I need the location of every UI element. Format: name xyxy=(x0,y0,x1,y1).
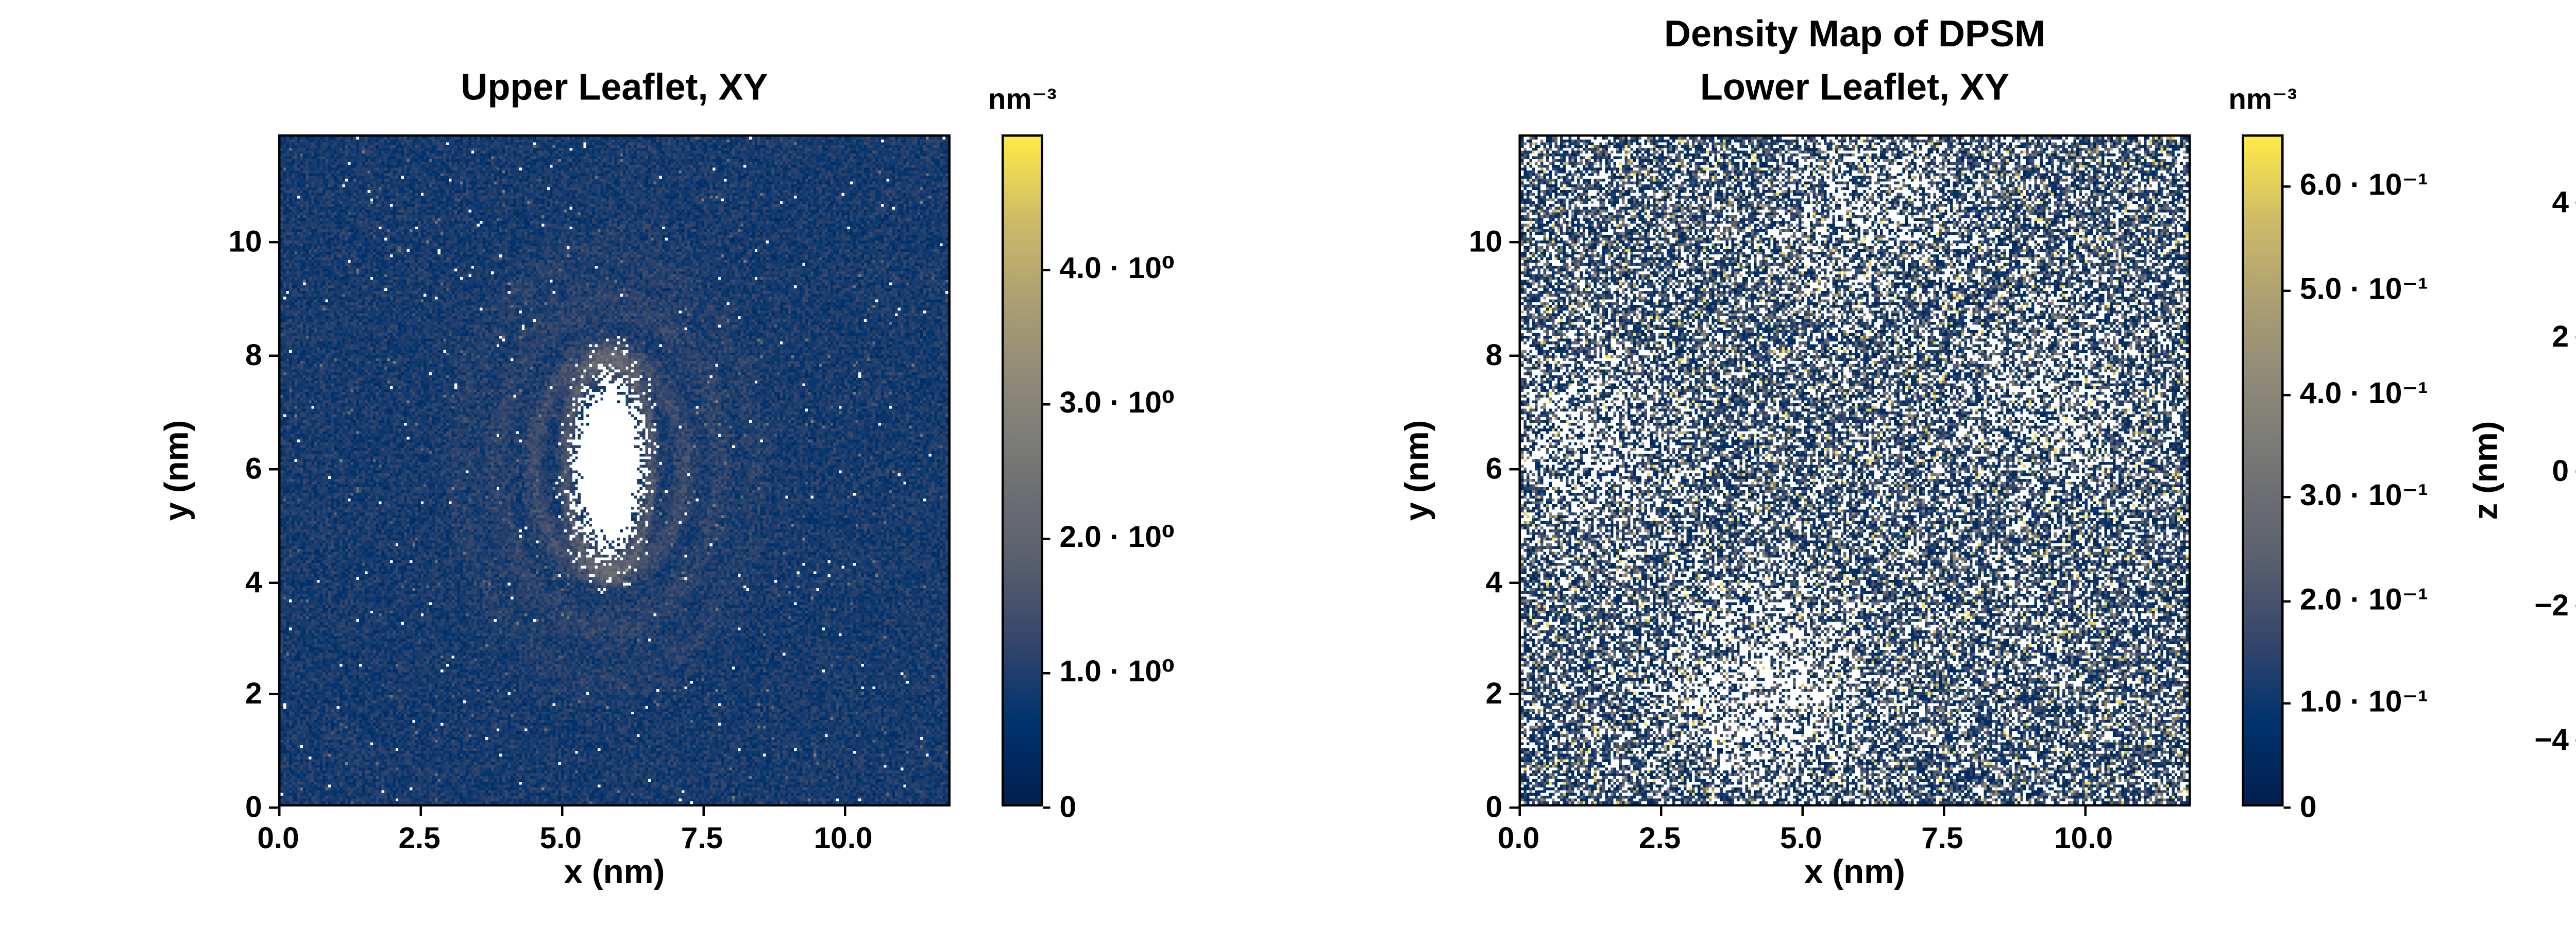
y-tick xyxy=(1509,580,1519,583)
colorbar-tick-label: 3.0 · 10⁻¹ xyxy=(2300,477,2428,513)
x-tick xyxy=(278,806,281,816)
y-tick-label: 4 xyxy=(2552,184,2569,219)
heatmap-canvas-upper-leaflet xyxy=(280,136,948,804)
y-tick xyxy=(269,242,278,244)
y-tick xyxy=(1509,468,1519,470)
colorbar-gradient xyxy=(1004,136,1041,804)
y-axis-label: y (nm) xyxy=(160,420,197,521)
x-axis-label: x (nm) xyxy=(1804,855,1905,892)
colorbar-tick xyxy=(1043,403,1050,406)
y-tick-label: 8 xyxy=(1485,337,1502,372)
y-tick xyxy=(1509,806,1519,809)
heatmap-plot-upper-leaflet xyxy=(278,134,951,806)
colorbar-tick-label: 2.0 · 10⁰ xyxy=(1059,519,1175,554)
x-tick xyxy=(1659,806,1663,816)
heatmap-canvas-lower-leaflet xyxy=(1521,136,2189,804)
y-tick-label: −4 xyxy=(2534,722,2569,757)
y-tick xyxy=(269,468,278,470)
colorbar-tick-label: 0 xyxy=(2300,789,2317,824)
y-tick-label: 2 xyxy=(2552,318,2569,354)
y-tick xyxy=(269,580,278,583)
figure-suptitle: Density Map of DPSM xyxy=(1664,16,2046,56)
colorbar-tick xyxy=(2283,186,2291,188)
colorbar-tick xyxy=(1043,672,1050,675)
x-tick xyxy=(702,806,704,816)
y-tick xyxy=(1509,693,1519,696)
y-tick xyxy=(1509,242,1519,244)
colorbar-unit-label: nm⁻³ xyxy=(2228,83,2297,116)
y-tick xyxy=(269,354,278,357)
colorbar-tick xyxy=(1043,538,1050,540)
x-tick xyxy=(1801,806,1804,816)
x-tick xyxy=(419,806,422,816)
colorbar-tick-label: 1.0 · 10⁻¹ xyxy=(2300,684,2428,719)
x-tick xyxy=(561,806,563,816)
panel-title: Lower Leaflet, XY xyxy=(1700,70,2010,109)
y-tick-label: 6 xyxy=(245,450,262,485)
colorbar-tick-label: 1.0 · 10⁰ xyxy=(1059,654,1175,689)
colorbar-tick xyxy=(2283,289,2291,292)
x-tick-label: 10.0 xyxy=(814,820,873,855)
y-tick-label: 4 xyxy=(1485,563,1502,598)
heatmap-plot-lower-leaflet xyxy=(1518,134,2191,806)
x-tick-label: 5.0 xyxy=(1780,820,1822,855)
y-tick-label: 10 xyxy=(228,224,262,260)
x-tick xyxy=(1942,806,1945,816)
x-tick-label: 0.0 xyxy=(257,820,299,855)
y-axis-label: z (nm) xyxy=(2469,421,2506,520)
x-tick-label: 0.0 xyxy=(1497,820,1540,855)
y-tick-label: 2 xyxy=(1485,676,1502,711)
y-tick xyxy=(1509,354,1519,357)
colorbar-tick xyxy=(1043,269,1050,271)
x-tick-label: 7.5 xyxy=(681,820,723,855)
colorbar-upper-leaflet xyxy=(1002,134,1043,806)
colorbar-tick-label: 6.0 · 10⁻¹ xyxy=(2300,167,2428,202)
y-tick-label: −2 xyxy=(2534,587,2569,623)
colorbar-tick xyxy=(2283,703,2291,706)
y-tick-label: 10 xyxy=(1468,224,1502,260)
y-tick-label: 8 xyxy=(245,337,262,372)
y-tick xyxy=(269,693,278,696)
x-tick-label: 5.0 xyxy=(539,820,582,855)
colorbar-tick-label: 3.0 · 10⁰ xyxy=(1059,385,1175,420)
x-tick xyxy=(1518,806,1521,816)
colorbar-tick-label: 2.0 · 10⁻¹ xyxy=(2300,581,2428,616)
y-tick-label: 0 xyxy=(2552,453,2569,488)
colorbar-tick-label: 4.0 · 10⁰ xyxy=(1059,250,1175,285)
colorbar-gradient xyxy=(2244,136,2281,804)
x-tick-label: 7.5 xyxy=(1921,820,1963,855)
colorbar-tick-label: 5.0 · 10⁻¹ xyxy=(2300,271,2428,306)
colorbar-tick-label: 0 xyxy=(1059,789,1077,824)
panel-title: Upper Leaflet, XY xyxy=(461,70,768,109)
colorbar-tick-label: 4.0 · 10⁻¹ xyxy=(2300,374,2428,409)
colorbar-tick xyxy=(2283,496,2291,499)
y-axis-label: y (nm) xyxy=(1400,420,1437,521)
x-tick xyxy=(2083,806,2086,816)
colorbar-tick xyxy=(1043,806,1050,809)
y-tick-label: 0 xyxy=(245,789,262,824)
y-tick xyxy=(269,806,278,809)
colorbar-tick xyxy=(2283,806,2291,809)
colorbar-lower-leaflet xyxy=(2242,134,2284,806)
x-axis-label: x (nm) xyxy=(564,855,665,892)
x-tick xyxy=(843,806,846,816)
colorbar-tick xyxy=(2283,599,2291,602)
x-tick-label: 2.5 xyxy=(1638,820,1681,855)
y-tick-label: 6 xyxy=(1485,450,1502,485)
x-tick-label: 2.5 xyxy=(398,820,440,855)
colorbar-unit-label: nm⁻³ xyxy=(988,83,1057,116)
y-tick-label: 4 xyxy=(245,563,262,598)
y-tick-label: 0 xyxy=(1485,789,1502,824)
colorbar-tick xyxy=(2283,392,2291,396)
y-tick-label: 2 xyxy=(245,676,262,711)
x-tick-label: 10.0 xyxy=(2054,820,2113,855)
